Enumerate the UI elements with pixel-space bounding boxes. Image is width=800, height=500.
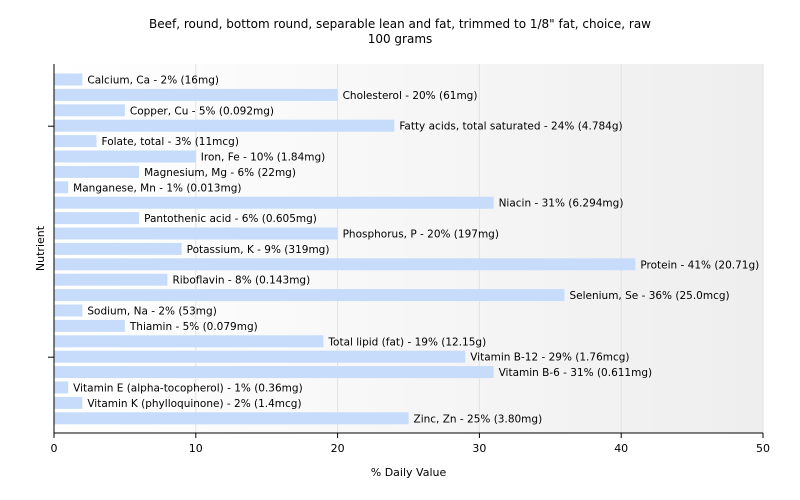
bar-label: Vitamin B-12 - 29% (1.76mcg) bbox=[470, 352, 629, 364]
bar-label: Fatty acids, total saturated - 24% (4.78… bbox=[399, 121, 622, 133]
bar-label: Cholesterol - 20% (61mg) bbox=[343, 90, 478, 102]
x-tick-label: 40 bbox=[614, 442, 628, 455]
bar-label: Total lipid (fat) - 19% (12.15g) bbox=[327, 336, 486, 348]
bar-label: Riboflavin - 8% (0.143mg) bbox=[172, 275, 310, 287]
bar bbox=[54, 242, 182, 255]
bar-label: Copper, Cu - 5% (0.092mg) bbox=[130, 105, 274, 117]
bar bbox=[54, 227, 338, 240]
x-axis-label: % Daily Value bbox=[371, 466, 447, 479]
bar-label: Vitamin E (alpha-tocopherol) - 1% (0.36m… bbox=[73, 383, 303, 395]
bar bbox=[54, 150, 196, 163]
x-tick-label: 20 bbox=[331, 442, 345, 455]
bar bbox=[54, 319, 125, 332]
bar bbox=[54, 119, 395, 132]
bar-label: Vitamin B-6 - 31% (0.611mg) bbox=[499, 367, 653, 379]
bar bbox=[54, 335, 324, 348]
y-axis-label: Nutrient bbox=[34, 225, 47, 271]
bar-label: Thiamin - 5% (0.079mg) bbox=[129, 321, 258, 333]
bar bbox=[54, 396, 83, 409]
bar-label: Niacin - 31% (6.294mg) bbox=[499, 198, 624, 210]
bar-label: Zinc, Zn - 25% (3.80mg) bbox=[414, 413, 543, 425]
bar bbox=[54, 212, 140, 225]
bar-label: Protein - 41% (20.71g) bbox=[640, 259, 759, 271]
bar-label: Phosphorus, P - 20% (197mg) bbox=[343, 229, 499, 241]
bar bbox=[54, 181, 69, 194]
bar-label: Vitamin K (phylloquinone) - 2% (1.4mcg) bbox=[87, 398, 301, 410]
bar-label: Potassium, K - 9% (319mg) bbox=[187, 244, 330, 256]
bar-label: Manganese, Mn - 1% (0.013mg) bbox=[73, 182, 241, 194]
x-tick-label: 10 bbox=[189, 442, 203, 455]
bar-label: Iron, Fe - 10% (1.84mg) bbox=[201, 152, 325, 164]
x-tick-label: 50 bbox=[756, 442, 770, 455]
bars: Calcium, Ca - 2% (16mg) Cholesterol - 20%… bbox=[54, 73, 759, 425]
bar-label: Pantothenic acid - 6% (0.605mg) bbox=[144, 213, 317, 225]
bar-label: Selenium, Se - 36% (25.0mcg) bbox=[569, 290, 729, 302]
bar bbox=[54, 73, 83, 86]
chart-subtitle: 100 grams bbox=[367, 32, 433, 46]
x-tick-label: 0 bbox=[51, 442, 58, 455]
bar bbox=[54, 304, 83, 317]
bar bbox=[54, 381, 69, 394]
chart-title: Beef, round, bottom round, separable lea… bbox=[0, 17, 800, 47]
bar bbox=[54, 104, 125, 117]
bar bbox=[54, 165, 140, 178]
bar bbox=[54, 350, 466, 363]
bar bbox=[54, 366, 494, 379]
x-tick-label: 30 bbox=[472, 442, 486, 455]
bar-label: Magnesium, Mg - 6% (22mg) bbox=[144, 167, 296, 179]
bar bbox=[54, 88, 338, 101]
chart-title-text: Beef, round, bottom round, separable lea… bbox=[148, 17, 651, 31]
bar bbox=[54, 412, 409, 425]
bar-label: Folate, total - 3% (11mcg) bbox=[102, 136, 239, 148]
bar bbox=[54, 258, 636, 271]
bar bbox=[54, 135, 97, 148]
axes: 0 10 20 30 40 50 bbox=[48, 64, 770, 455]
bar bbox=[54, 196, 494, 209]
bar-label: Calcium, Ca - 2% (16mg) bbox=[87, 75, 219, 87]
bar bbox=[54, 273, 168, 286]
bar-label: Sodium, Na - 2% (53mg) bbox=[87, 306, 216, 318]
bar bbox=[54, 289, 565, 302]
